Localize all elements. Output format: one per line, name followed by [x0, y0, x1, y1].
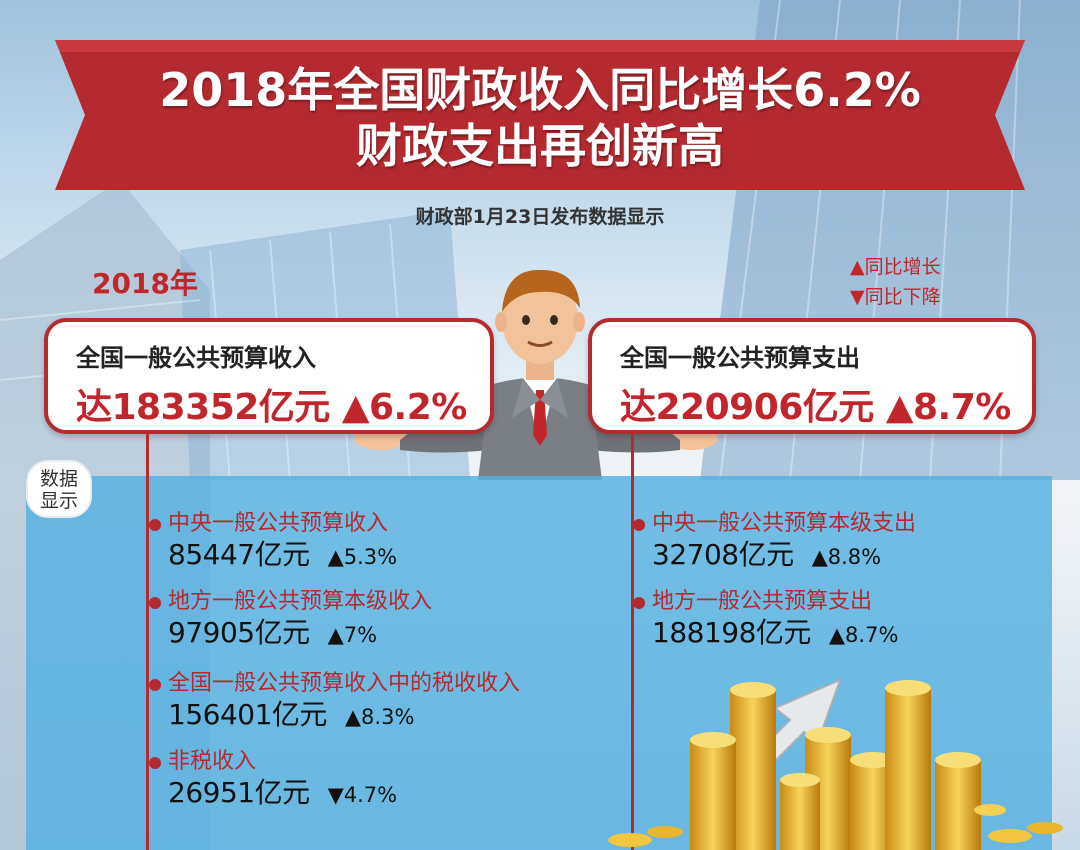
expenditure-item-label: 地方一般公共预算支出	[652, 589, 873, 614]
revenue-item: 全国一般公共预算收入中的税收收入 156401亿元 ▲8.3%	[149, 670, 521, 734]
legend-up: ▲同比增长	[850, 256, 941, 278]
expenditure-timeline	[631, 434, 634, 850]
revenue-highlight-card: 全国一般公共预算收入 达183352亿元 ▲6.2%	[44, 318, 494, 434]
revenue-item-value: 85447亿元	[168, 538, 310, 571]
revenue-item-label: 非税收入	[168, 749, 257, 774]
revenue-item-change: ▲7%	[327, 623, 378, 647]
year-label: 2018年	[92, 267, 198, 300]
bullet-dot	[149, 757, 161, 769]
expenditure-item-change: ▲8.8%	[811, 545, 882, 569]
revenue-item-change: ▲5.3%	[327, 545, 398, 569]
revenue-item: 地方一般公共预算本级收入 97905亿元 ▲7%	[149, 588, 433, 652]
revenue-item: 非税收入 26951亿元 ▼4.7%	[149, 748, 398, 812]
data-tag-line2: 显示	[39, 490, 78, 512]
bullet-dot	[149, 597, 161, 609]
revenue-item-value: 97905亿元	[168, 616, 310, 649]
expenditure-item-change: ▲8.7%	[828, 623, 899, 647]
bullet-dot	[633, 519, 645, 531]
source-note: 财政部1月23日发布数据显示	[415, 206, 665, 228]
expenditure-item: 地方一般公共预算支出 188198亿元 ▲8.7%	[633, 588, 899, 652]
data-tag-line1: 数据	[39, 468, 78, 490]
title-banner	[55, 40, 1025, 190]
revenue-item-change: ▼4.7%	[327, 783, 398, 807]
revenue-timeline	[146, 434, 149, 850]
legend: ▲同比增长 ▼同比下降	[850, 252, 941, 312]
gold-coins-illustration	[608, 678, 1063, 850]
page-title-line2: 财政支出再创新高	[356, 119, 724, 173]
expenditure-highlight-title: 全国一般公共预算支出	[620, 344, 860, 372]
revenue-highlight-title: 全国一般公共预算收入	[76, 344, 316, 372]
revenue-item-label: 全国一般公共预算收入中的税收收入	[168, 671, 521, 696]
expenditure-item-value: 188198亿元	[652, 616, 811, 649]
data-tag: 数据 显示	[26, 460, 92, 518]
revenue-item-change: ▲8.3%	[344, 705, 415, 729]
revenue-highlight-value: 达183352亿元 ▲6.2%	[76, 387, 467, 428]
expenditure-item-value: 32708亿元	[652, 538, 794, 571]
revenue-item: 中央一般公共预算收入 85447亿元 ▲5.3%	[149, 510, 398, 574]
bullet-dot	[149, 519, 161, 531]
legend-down: ▼同比下降	[850, 286, 941, 308]
revenue-item-value: 156401亿元	[168, 698, 327, 731]
expenditure-highlight-value: 达220906亿元 ▲8.7%	[620, 387, 1011, 428]
revenue-item-label: 地方一般公共预算本级收入	[168, 589, 433, 614]
bullet-dot	[633, 597, 645, 609]
page-title-line1: 2018年全国财政收入同比增长6.2%	[159, 63, 921, 117]
bullet-dot	[149, 679, 161, 691]
revenue-item-value: 26951亿元	[168, 776, 310, 809]
expenditure-item-label: 中央一般公共预算本级支出	[652, 511, 917, 536]
expenditure-highlight-card: 全国一般公共预算支出 达220906亿元 ▲8.7%	[588, 318, 1036, 434]
revenue-item-label: 中央一般公共预算收入	[168, 511, 389, 536]
expenditure-item: 中央一般公共预算本级支出 32708亿元 ▲8.8%	[633, 510, 917, 574]
